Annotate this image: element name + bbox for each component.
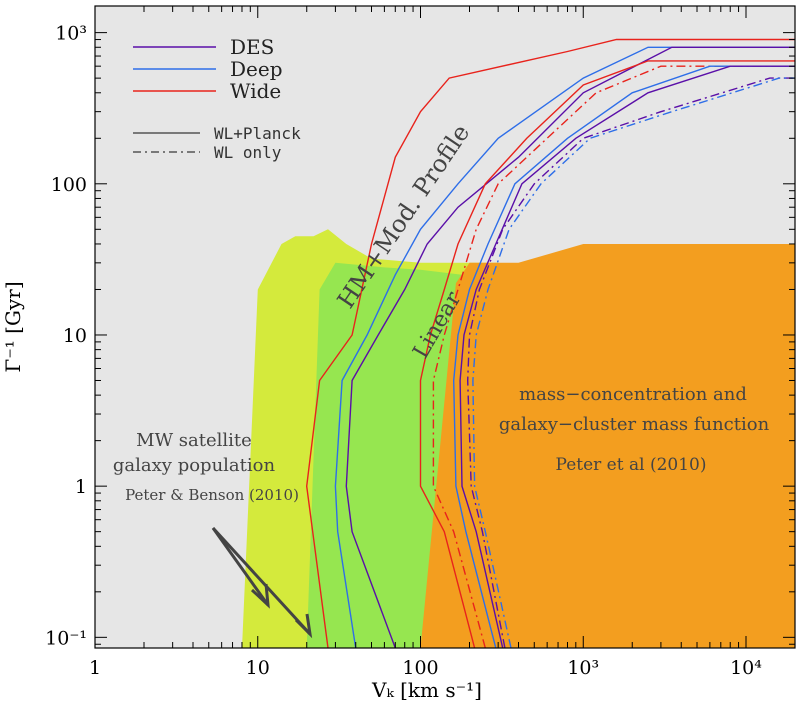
series-line-wide-solid-3 — [419, 60, 795, 648]
series-line-des-dashdot-7 — [466, 77, 795, 648]
legend-label-wide: Wide — [230, 79, 281, 103]
plot-frame — [94, 5, 796, 649]
linear-region — [306, 262, 462, 648]
cluster-region — [420, 244, 795, 648]
x-tick-label: 10 — [246, 657, 270, 679]
y-tick-label: 100 — [51, 174, 87, 196]
series-line-wide-dashdot-4 — [432, 65, 795, 648]
y-tick-label: 10⁻¹ — [45, 627, 87, 649]
shaded-regions — [242, 229, 795, 648]
arrow-1 — [211, 527, 270, 609]
cluster-label-line2: galaxy−cluster mass function — [499, 414, 770, 435]
mw-label-line1: MW satellite — [136, 430, 252, 451]
series-line-wide-solid-0 — [305, 38, 795, 648]
y-axis-title: Γ⁻¹ [Gyr] — [1, 281, 25, 372]
mw-label-line2: galaxy population — [113, 455, 276, 476]
y-tick-label: 10³ — [55, 23, 87, 45]
y-tick-label: 1 — [75, 476, 87, 498]
legend-label-dashdot: WL only — [214, 143, 282, 162]
series-line-des-solid-6 — [459, 65, 795, 648]
x-tick-label: 1 — [89, 657, 101, 679]
arrow-2 — [211, 526, 313, 639]
x-tick-label: 10³ — [567, 657, 599, 679]
mw-reference: Peter & Benson (2010) — [125, 486, 299, 504]
legend-label-solid: WL+Planck — [214, 124, 301, 143]
series-line-deep-dashdot-8 — [472, 77, 795, 648]
series-line-deep-solid-5 — [452, 65, 795, 648]
y-tick-label: 10 — [63, 325, 87, 347]
legend-label-deep: Deep — [230, 57, 283, 81]
x-tick-label: 10⁴ — [730, 657, 762, 679]
legend-label-des: DES — [230, 35, 274, 59]
series-line-deep-solid-1 — [334, 46, 795, 648]
cluster-reference: Peter et al (2010) — [556, 455, 707, 475]
series-lines — [305, 38, 795, 648]
x-axis-title: Vₖ [km s⁻¹] — [371, 678, 482, 702]
x-tick-label: 100 — [402, 657, 438, 679]
cluster-label-line1: mass−concentration and — [519, 384, 747, 405]
series-line-des-solid-2 — [345, 46, 795, 648]
legend: DES Deep Wide WL+Planck WL only — [133, 35, 301, 162]
